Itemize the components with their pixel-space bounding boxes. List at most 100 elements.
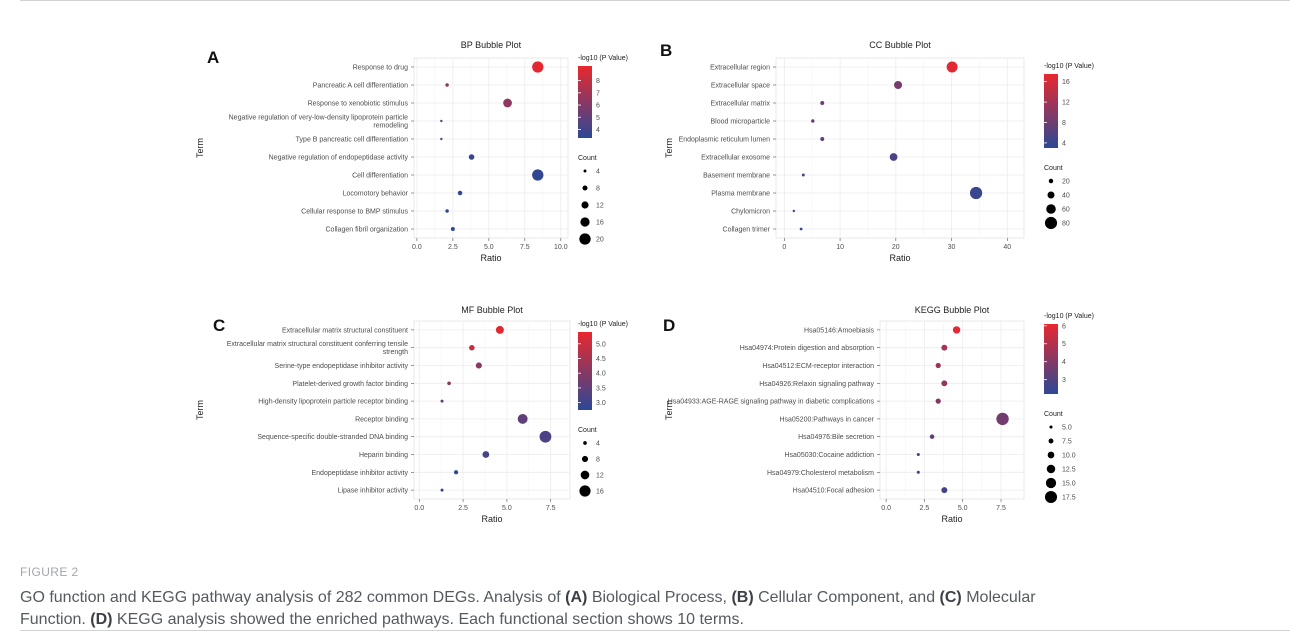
- bubble-point: [440, 119, 443, 123]
- size-legend-dot: [1044, 490, 1058, 504]
- size-legend-label: 15.0: [1062, 481, 1076, 488]
- color-legend-title: -log10 (P Value): [1044, 313, 1094, 320]
- size-legend-label: 16: [596, 220, 604, 227]
- caption-panel-ref: (C): [939, 589, 962, 606]
- term-label: Response to xenobiotic stimulus: [308, 101, 409, 108]
- bubble-point: [482, 451, 490, 458]
- chart-title: CC Bubble Plot: [869, 40, 931, 50]
- bubble-point: [935, 362, 941, 369]
- bubble-panel-d: D KEGG Bubble Plot 0.0 2.5 5.0 7.5 Hsa05146:Am…: [663, 305, 1094, 524]
- plot-area: [879, 320, 1025, 500]
- term-label: Hsa04974:Protein digestion and absorptio…: [740, 345, 874, 352]
- x-axis-title: Ratio: [481, 514, 502, 524]
- x-tick-label: 10.0: [554, 244, 568, 251]
- plot-area: [413, 320, 571, 500]
- top-divider: [20, 0, 1290, 1]
- size-legend-dot: [1044, 216, 1058, 230]
- size-legend-dot: [579, 233, 591, 245]
- bubble-panel-b: B CC Bubble Plot 0 10 20 30 40 Extracellular re…: [660, 40, 1094, 263]
- bubble-point: [941, 487, 948, 494]
- bubble-point: [952, 326, 961, 334]
- bubble-point: [969, 186, 983, 200]
- term-label: Hsa05146:Amoebiasis: [804, 327, 875, 334]
- size-legend-dot: [1046, 464, 1056, 474]
- size-legend-label: 20: [1062, 179, 1070, 186]
- color-bar-label: 6: [1062, 323, 1066, 330]
- color-bar-label: 3.5: [596, 385, 606, 392]
- size-legend-dot: [1047, 451, 1055, 459]
- size-legend-title: Count: [1044, 165, 1063, 172]
- figure-panels: A BP Bubble Plot 0.0 2.5 5.0 7.5 10.0 Response …: [195, 40, 1094, 524]
- bottom-divider: [20, 630, 1290, 631]
- x-tick-label: 7.5: [520, 244, 530, 251]
- term-label: Hsa05200:Pathways in cancer: [779, 416, 874, 423]
- color-legend-title: -log10 (P Value): [578, 55, 628, 62]
- x-tick-label: 2.5: [458, 505, 468, 512]
- term-label: Hsa04933:AGE-RAGE signaling pathway in d…: [668, 399, 875, 406]
- color-bar-label: 8: [596, 78, 600, 85]
- bubble-point: [440, 399, 444, 403]
- bubble-point: [820, 101, 825, 105]
- size-legend-label: 80: [1062, 221, 1070, 228]
- color-bar-label: 3.0: [596, 400, 606, 407]
- size-legend-label: 5.0: [1062, 425, 1072, 432]
- x-tick-label: 7.5: [996, 505, 1006, 512]
- color-bar-label: 3: [1062, 377, 1066, 384]
- term-label: Extracellular exosome: [701, 155, 770, 162]
- bubble-point: [532, 169, 544, 181]
- term-label: Hsa04510:Focal adhesion: [793, 488, 874, 495]
- size-legend-label: 8: [596, 457, 600, 464]
- x-tick-label: 5.0: [484, 244, 494, 251]
- bubble-point: [801, 173, 805, 177]
- bubble-point: [996, 412, 1009, 426]
- bubble-point: [946, 61, 958, 73]
- caption-line-1: GO function and KEGG pathway analysis of…: [20, 587, 1270, 609]
- color-bar-label: 4: [596, 127, 600, 134]
- size-legend-label: 12: [596, 473, 604, 480]
- x-tick-label: 5.0: [958, 505, 968, 512]
- term-label: Hsa05030:Cocaine addiction: [784, 452, 874, 459]
- term-label: Serine-type endopeptidase inhibitor acti…: [275, 363, 409, 370]
- x-tick-label: 2.5: [920, 505, 930, 512]
- color-bar-label: 6: [596, 103, 600, 110]
- term-label: Blood microparticle: [710, 119, 770, 126]
- size-legend-label: 60: [1062, 207, 1070, 214]
- term-label: Cellular response to BMP stimulus: [301, 209, 408, 216]
- bubble-point: [453, 470, 459, 475]
- size-legend-title: Count: [578, 427, 597, 434]
- bubble-point: [468, 154, 475, 160]
- size-legend-dot: [581, 201, 589, 209]
- caption-panel-ref: (A): [565, 589, 588, 606]
- size-legend-dot: [579, 485, 591, 497]
- size-legend-label: 4: [596, 441, 600, 448]
- term-label: Extracellular region: [710, 65, 770, 72]
- term-label: Hsa04979:Cholesterol metabolism: [767, 470, 874, 477]
- caption-line-2: Function. (D) KEGG analysis showed the e…: [20, 609, 1270, 631]
- size-legend-label: 12: [596, 203, 604, 210]
- bubble-point: [447, 381, 451, 386]
- term-label: Cell differentiation: [352, 173, 408, 180]
- term-label: Pancreatic A cell differentiation: [313, 83, 408, 90]
- term-label: Collagen trimer: [723, 227, 771, 234]
- caption-panel-ref: (B): [731, 589, 754, 606]
- bubble-panel-c: C MF Bubble Plot 0.0 2.5 5.0 7.5 Extracellular…: [195, 305, 628, 524]
- caption-segment: Cellular Component, and: [753, 589, 940, 606]
- bubble-point: [935, 398, 941, 404]
- caption-segment: GO function and KEGG pathway analysis of…: [20, 589, 566, 606]
- term-label: Receptor binding: [355, 416, 408, 423]
- bubble-point: [929, 434, 935, 439]
- color-bar-label: 4: [1062, 359, 1066, 366]
- bubble-point: [475, 362, 482, 369]
- x-tick-label: 7.5: [546, 505, 556, 512]
- size-legend-title: Count: [578, 155, 597, 162]
- bubble-point: [941, 344, 948, 351]
- color-bar: [578, 66, 592, 138]
- bubble-panel-a: A BP Bubble Plot 0.0 2.5 5.0 7.5 10.0 Response …: [195, 40, 628, 263]
- size-legend-label: 16: [596, 489, 604, 496]
- term-label: Hsa04976:Bile secretion: [798, 434, 874, 441]
- x-tick-label: 10: [836, 244, 844, 251]
- term-label: High-density lipoprotein particle recept…: [258, 399, 408, 406]
- y-axis-title: Term: [195, 400, 205, 420]
- term-label: Response to drug: [353, 65, 408, 72]
